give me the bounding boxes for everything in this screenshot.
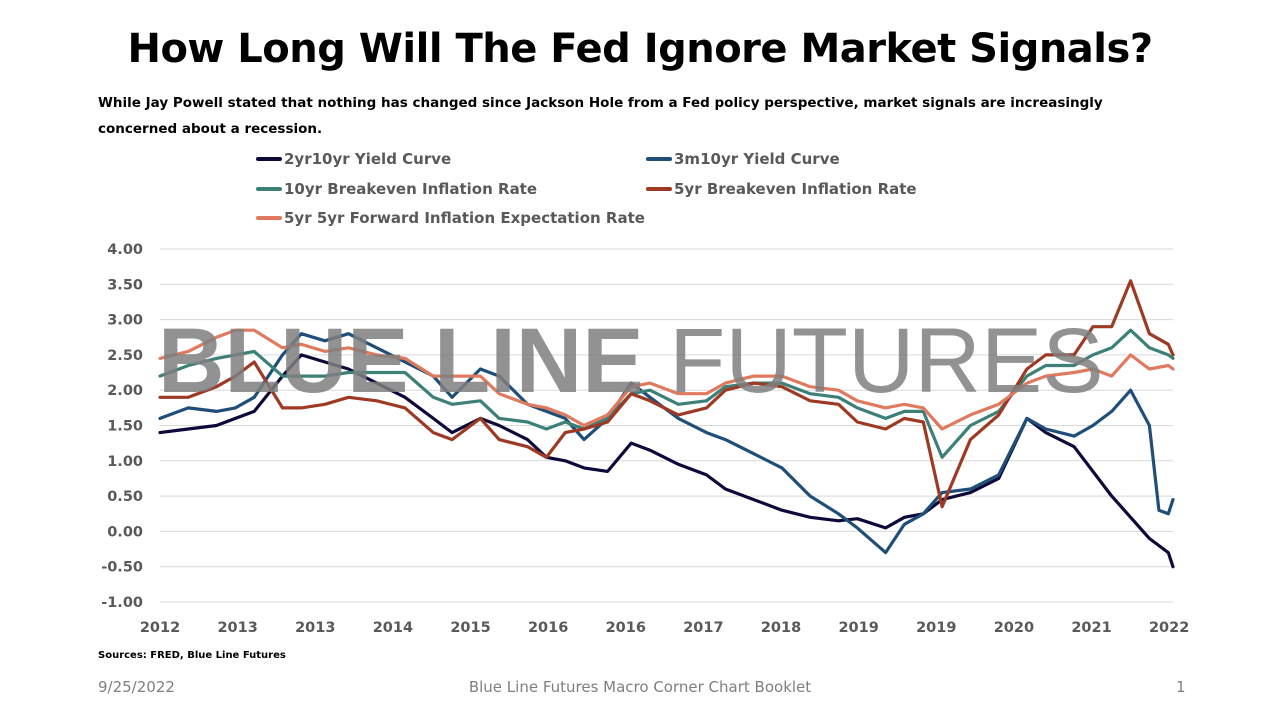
- x-tick-label: 2012: [140, 620, 180, 636]
- legend-swatch-5yr-breakeven: [646, 187, 672, 191]
- y-tick-label: 3.00: [107, 313, 143, 329]
- legend-item-2yr10yr: 2yr10yr Yield Curve: [256, 150, 451, 168]
- legend-item-5y5y-forward: 5yr 5yr Forward Inflation Expectation Ra…: [256, 209, 645, 227]
- legend-swatch-2yr10yr: [256, 157, 282, 161]
- x-tick-label: 2013: [217, 620, 257, 636]
- legend-item-3m10yr: 3m10yr Yield Curve: [646, 150, 840, 168]
- watermark: BLUE LINE FUTURES: [158, 310, 1104, 412]
- x-tick-label: 2014: [373, 620, 413, 636]
- footer-date: 9/25/2022: [98, 678, 175, 696]
- y-tick-label: 0.50: [107, 489, 143, 505]
- x-tick-label: 2016: [606, 620, 646, 636]
- y-tick-label: 2.50: [107, 348, 143, 364]
- footer-title: Blue Line Futures Macro Corner Chart Boo…: [468, 678, 812, 696]
- x-tick-label: 2017: [683, 620, 723, 636]
- watermark-bold: BLUE LINE: [158, 310, 644, 412]
- legend-swatch-3m10yr: [646, 157, 672, 161]
- y-tick-label: 1.50: [107, 419, 143, 435]
- y-axis-labels: -1.00 -0.50 0.00 0.50 1.00 1.50 2.00 2.50 3.00 3.…: [101, 242, 143, 611]
- legend-label-10yr-breakeven: 10yr Breakeven Inflation Rate: [284, 180, 538, 198]
- legend-label-5y5y-forward: 5yr 5yr Forward Inflation Expectation Ra…: [284, 209, 645, 227]
- y-tick-label: 3.50: [107, 277, 143, 293]
- footer-page-number: 1: [1176, 678, 1186, 696]
- page-subtitle: While Jay Powell stated that nothing has…: [98, 95, 1103, 137]
- legend-item-5yr-breakeven: 5yr Breakeven Inflation Rate: [646, 180, 917, 198]
- x-tick-label: 2015: [450, 620, 490, 636]
- x-tick-label: 2019: [916, 620, 956, 636]
- x-tick-label: 2021: [1071, 620, 1111, 636]
- y-tick-label: -0.50: [101, 560, 143, 576]
- series-line-5: [158, 328, 1175, 431]
- y-tick-label: 2.00: [107, 383, 143, 399]
- legend-label-2yr10yr: 2yr10yr Yield Curve: [284, 150, 452, 168]
- y-tick-label: 0.00: [107, 524, 143, 540]
- watermark-light: FUTURES: [644, 310, 1104, 412]
- page-title: How Long Will The Fed Ignore Market Sign…: [127, 26, 1153, 72]
- legend-item-10yr-breakeven: 10yr Breakeven Inflation Rate: [256, 180, 537, 198]
- chart-grid: [160, 248, 1173, 603]
- chart-series: [158, 279, 1175, 569]
- x-tick-label: 2022: [1149, 620, 1189, 636]
- legend-swatch-5y5y-forward: [256, 216, 282, 220]
- series-line-2: [158, 332, 1175, 555]
- series-line-4: [158, 279, 1175, 509]
- y-tick-label: -1.00: [101, 595, 143, 611]
- legend-swatch-10yr-breakeven: [256, 187, 282, 191]
- legend-label-5yr-breakeven: 5yr Breakeven Inflation Rate: [674, 180, 917, 198]
- y-tick-label: 1.00: [107, 454, 143, 470]
- x-tick-label: 2019: [838, 620, 878, 636]
- series-line-1: [158, 353, 1175, 569]
- legend-label-3m10yr: 3m10yr Yield Curve: [674, 150, 840, 168]
- y-tick-label: 4.00: [107, 242, 143, 258]
- x-tick-label: 2016: [528, 620, 568, 636]
- sources-note: Sources: FRED, Blue Line Futures: [98, 650, 286, 661]
- series-line-3: [158, 328, 1175, 459]
- x-axis-labels: 2012 2013 2013 2014 2015 2016 2016 2017 2018 2019…: [140, 620, 1189, 636]
- x-tick-label: 2013: [295, 620, 335, 636]
- x-tick-label: 2020: [994, 620, 1034, 636]
- x-tick-label: 2018: [761, 620, 801, 636]
